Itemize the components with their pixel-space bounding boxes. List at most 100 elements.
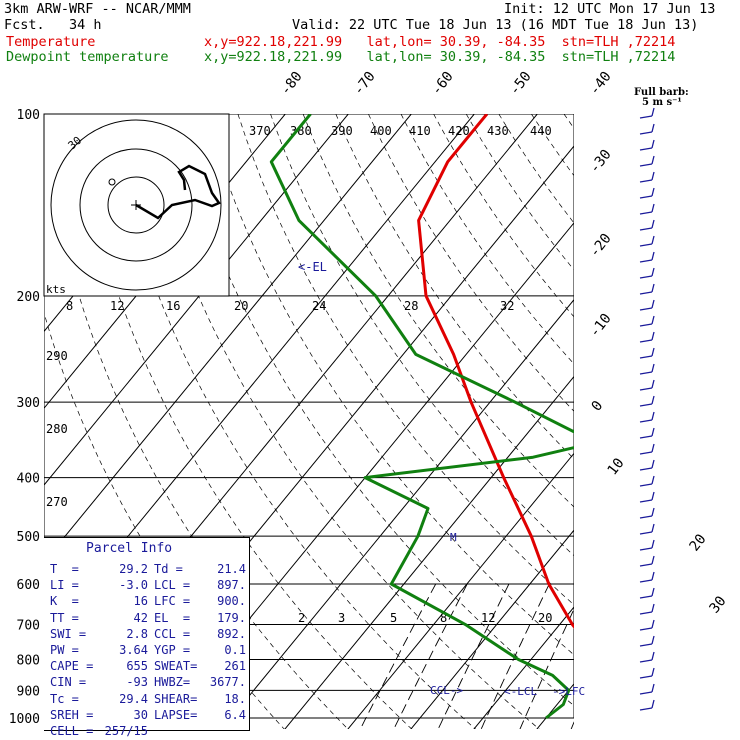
dry-adiabat	[400, 114, 574, 365]
dry-adiabat	[465, 114, 574, 271]
theta-tick-label: 290	[46, 349, 68, 363]
temperature-tick-label: 10	[605, 455, 628, 478]
wind-barb-flag	[651, 507, 655, 517]
parcel-info-row: T = 29.2 Td = 21.4	[50, 562, 250, 578]
wind-barb-flag	[651, 347, 655, 357]
parcel-info-cell: 29.4	[119, 691, 148, 706]
hodograph: 30	[43, 113, 230, 297]
theta-tick-label: 270	[46, 495, 68, 509]
wind-barb-flag	[651, 651, 655, 661]
parcel-info-cell: HWBZ=	[154, 675, 191, 690]
wind-barb	[639, 515, 653, 519]
mixing-ratio-tick-label: 2	[298, 611, 305, 625]
parcel-info-panel: Parcel Info T = 29.2 Td = 21.4 LI = -3.0 LCL =…	[44, 537, 250, 738]
wind-barb	[639, 323, 653, 327]
mixing-ratio-line	[437, 583, 510, 729]
parcel-info-cell: 261	[224, 659, 246, 674]
parcel-info-cell: CIN =	[50, 675, 87, 690]
wind-barb-flag	[651, 379, 655, 389]
wind-barb	[639, 387, 653, 391]
wind-barb-flag	[651, 219, 655, 229]
temperature-tick-label: -40	[587, 69, 615, 99]
parcel-info-cell: 16	[133, 594, 148, 609]
parcel-info-cell: 892.	[217, 626, 246, 641]
parcel-info-cell: 3.64	[119, 643, 148, 657]
mixing-ratio-line	[570, 721, 574, 729]
pressure-tick-label: 700	[17, 618, 40, 633]
mixing-ratio-line	[480, 583, 550, 729]
dry-adiabat	[172, 114, 574, 707]
pressure-tick-label: 800	[17, 653, 40, 668]
parcel-info-title: Parcel Info	[86, 541, 173, 556]
wind-barb	[639, 163, 653, 167]
mixing-ratio-tick-label: 3	[338, 611, 345, 625]
wind-barb	[639, 131, 653, 135]
parcel-info-cell: Tc =	[50, 691, 79, 706]
temperature-location: x,y=922.18,221.99 lat,lon= 30.39, -84.35…	[204, 34, 676, 50]
wind-barb-flag	[651, 139, 655, 149]
parcel-info-cell: 257/15	[104, 724, 148, 738]
parcel-info-cell: CAPE =	[50, 659, 94, 674]
parcel-info-cell: 900.	[217, 594, 246, 609]
wind-barb	[639, 563, 653, 567]
wind-barb	[639, 339, 653, 343]
parcel-info-cell: 21.4	[217, 562, 246, 576]
wind-barb-flag	[651, 187, 655, 197]
temperature-tick-label: -30	[587, 147, 615, 177]
temperature-tick-label: 0	[589, 398, 607, 414]
parcel-info-cell: 179.	[217, 610, 246, 625]
parcel-info-cell: PW =	[50, 643, 79, 657]
parcel-info-cell: SWEAT=	[154, 659, 198, 674]
parcel-info-cell: 42	[133, 610, 148, 625]
theta-tick-label: 430	[487, 124, 509, 138]
wind-barb-flag	[651, 411, 655, 421]
wind-barb-flag	[651, 523, 655, 533]
pressure-tick-label: 600	[17, 578, 40, 593]
dry-adiabat	[597, 114, 740, 731]
wind-barb-flag	[651, 571, 655, 581]
init-time: Init: 12 UTC Mon 17 Jun 13	[504, 1, 716, 17]
wind-barb-flag	[651, 395, 655, 405]
parcel-info-cell: 655	[126, 659, 148, 674]
theta-tick-label: 440	[530, 124, 552, 138]
wind-barb	[639, 611, 653, 615]
isotherm	[473, 606, 574, 729]
parcel-info-cell: SREH =	[50, 707, 94, 722]
wind-barb-flag	[651, 555, 655, 565]
isotherm	[44, 114, 349, 486]
wind-barb	[639, 115, 653, 119]
hodograph-ring-label: 16	[166, 299, 180, 313]
pressure-tick-label: 300	[17, 396, 40, 411]
parcel-info-cell: K =	[50, 594, 79, 609]
parcel-info-cell: SWI =	[50, 626, 87, 641]
temperature-tick-label: -50	[507, 69, 535, 99]
dry-adiabat	[695, 114, 740, 731]
model-title: 3km ARW-WRF -- NCAR/MMM	[4, 1, 191, 17]
plot-frame	[44, 114, 574, 719]
parcel-info-cell: CCL =	[154, 626, 191, 641]
wind-barb	[639, 435, 653, 439]
wind-barb-flag	[651, 443, 655, 453]
wind-barb	[639, 643, 653, 647]
el-marker: <-EL	[298, 260, 327, 274]
wind-barb-flag	[651, 331, 655, 341]
hodograph-units: kts	[46, 283, 66, 296]
isotherm	[44, 114, 412, 563]
dry-adiabat	[302, 114, 574, 508]
wind-barb	[639, 483, 653, 487]
pressure-tick-label: 200	[17, 290, 40, 305]
wind-barb-flag	[651, 123, 655, 133]
wind-barb-flag	[651, 235, 655, 245]
wind-barb-flag	[651, 699, 655, 709]
theta-tick-label: 280	[46, 422, 68, 436]
parcel-info-cell: EL =	[154, 610, 191, 625]
lfc-marker: ->LFC	[552, 685, 586, 698]
parcel-info-row: SWI = 2.8 CCL = 892.	[50, 627, 250, 643]
wind-barb	[639, 627, 653, 631]
dry-adiabat	[139, 114, 540, 729]
isotherm	[725, 114, 740, 731]
wind-barb	[639, 147, 653, 151]
wind-barb-flag	[651, 667, 655, 677]
wind-barb-flag	[651, 363, 655, 373]
wind-barb	[639, 211, 653, 215]
